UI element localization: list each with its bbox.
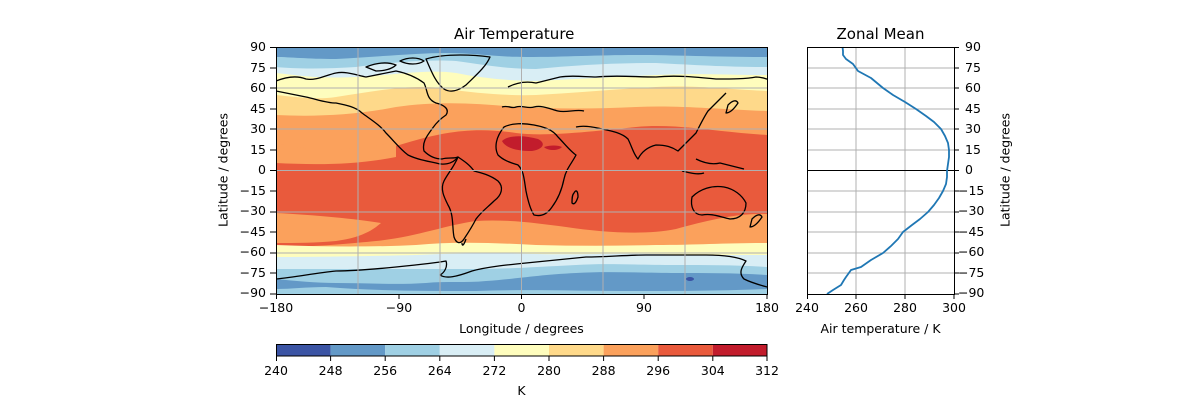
colorbar-tick: 288 bbox=[591, 363, 616, 378]
zonal-ytick: −15 bbox=[958, 183, 985, 198]
map-axes-frame bbox=[276, 47, 768, 295]
map-ytick: 60 bbox=[250, 80, 266, 95]
map-ytick: −30 bbox=[239, 203, 266, 218]
colorbar-tick: 296 bbox=[646, 363, 671, 378]
zonal-ytick: 15 bbox=[965, 142, 981, 157]
map-ylabel: Latitude / degrees bbox=[215, 113, 231, 227]
zonal-yaxis-ticks bbox=[954, 47, 959, 295]
colorbar-tick: 248 bbox=[318, 363, 343, 378]
zonal-ytick: −60 bbox=[958, 244, 985, 259]
map-ytick: −45 bbox=[239, 224, 266, 239]
zonal-ytick: 30 bbox=[965, 121, 981, 136]
map-ytick: 0 bbox=[258, 162, 266, 177]
map-ytick: −75 bbox=[239, 265, 266, 280]
colorbar-tick: 264 bbox=[427, 363, 452, 378]
colorbar bbox=[276, 344, 768, 361]
zonal-xtick: 240 bbox=[795, 300, 819, 315]
zonal-ytick: 45 bbox=[965, 101, 981, 116]
coastlines bbox=[276, 54, 767, 288]
map-xtick: 90 bbox=[636, 300, 652, 315]
zonal-ytick: −30 bbox=[958, 203, 985, 218]
zonal-xtick: 300 bbox=[942, 300, 966, 315]
map-xaxis-ticks bbox=[276, 294, 768, 299]
colorbar-tick: 272 bbox=[482, 363, 507, 378]
map-ytick: 75 bbox=[250, 60, 266, 75]
zonal-xlabel: Air temperature / K bbox=[820, 321, 941, 336]
map-title: Air Temperature bbox=[454, 25, 575, 43]
map-ytick: −90 bbox=[239, 285, 266, 300]
map-yaxis-ticks bbox=[270, 47, 276, 295]
map-gridlines bbox=[276, 47, 767, 294]
zonal-ytick: 0 bbox=[965, 162, 973, 177]
zonal-ytick: −90 bbox=[958, 285, 985, 300]
zonal-xaxis-ticks bbox=[807, 294, 955, 299]
tropical-details bbox=[276, 136, 562, 243]
zonal-xtick: 280 bbox=[893, 300, 917, 315]
zonal-ytick: 90 bbox=[965, 39, 981, 54]
map-ytick: 15 bbox=[250, 142, 266, 157]
zonal-xtick: 260 bbox=[844, 300, 868, 315]
map-xlabel: Longitude / degrees bbox=[459, 321, 584, 336]
colorbar-tick: 312 bbox=[755, 363, 779, 378]
map-xtick: −90 bbox=[385, 300, 413, 315]
map-ytick: −60 bbox=[239, 244, 266, 259]
colorbar-label: K bbox=[517, 383, 526, 398]
map-xtick: 180 bbox=[755, 300, 779, 315]
zonal-ytick: −45 bbox=[958, 224, 985, 239]
colorbar-tick: 256 bbox=[373, 363, 398, 378]
colorbar-tick: 280 bbox=[537, 363, 561, 378]
colorbar-tick: 304 bbox=[700, 363, 725, 378]
zonal-mean-plot bbox=[807, 46, 955, 295]
colorbar-tick: 240 bbox=[264, 363, 288, 378]
map-ytick: 30 bbox=[250, 121, 266, 136]
map-ytick: 90 bbox=[250, 39, 266, 54]
zonal-ytick: −75 bbox=[958, 265, 985, 280]
zonal-ytick: 60 bbox=[965, 80, 981, 95]
zonal-ytick: 75 bbox=[965, 60, 981, 75]
map-ytick: 45 bbox=[250, 101, 266, 116]
map-xtick: −180 bbox=[258, 300, 294, 315]
zonal-title: Zonal Mean bbox=[836, 25, 925, 43]
zonal-ylabel: Latitude / degrees bbox=[997, 113, 1013, 227]
map-xtick: 0 bbox=[517, 300, 526, 315]
map-ytick: −15 bbox=[239, 183, 266, 198]
zonal-mean-line bbox=[826, 46, 950, 295]
